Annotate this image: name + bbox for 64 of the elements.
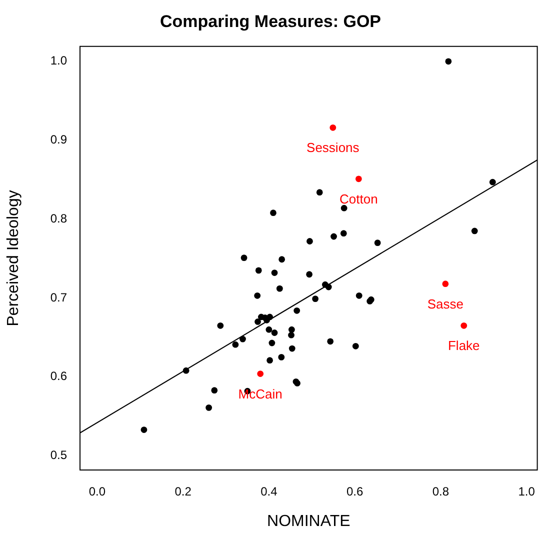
y-axis-title: Perceived Ideology: [5, 190, 22, 326]
x-tick-label: 0.6: [346, 484, 364, 499]
x-tick-label: 0.8: [432, 484, 450, 499]
point: [325, 284, 332, 290]
point: [471, 228, 478, 234]
y-tick-label: 0.7: [50, 290, 68, 304]
annotation: Flake: [448, 338, 480, 354]
x-tick-label: 0.4: [260, 484, 278, 499]
y-tick-label: 0.6: [50, 369, 68, 384]
point: [460, 322, 468, 329]
point: [206, 404, 212, 411]
point: [257, 370, 264, 377]
point: [306, 271, 312, 278]
point: [294, 307, 300, 314]
annotation: McCain: [238, 386, 282, 402]
point: [445, 58, 452, 65]
x-tick-label: 0.0: [88, 484, 106, 499]
annotation: Sasse: [427, 296, 464, 312]
point: [266, 357, 273, 364]
point: [442, 280, 449, 288]
point: [270, 210, 276, 216]
point: [316, 189, 323, 196]
annotation: Sessions: [306, 140, 360, 156]
point: [255, 267, 262, 274]
point: [352, 342, 359, 350]
point: [340, 230, 347, 237]
point: [278, 256, 286, 263]
y-tick-label: 0.5: [50, 448, 68, 462]
point: [276, 285, 283, 292]
point: [217, 322, 224, 329]
point: [211, 387, 218, 394]
point: [140, 426, 148, 433]
point: [271, 270, 278, 276]
y-tick-label: 0.9: [50, 132, 68, 147]
point: [489, 178, 496, 186]
point: [340, 204, 348, 212]
annotation: Cotton: [340, 192, 378, 206]
chart-title: Comparing Measures: GOP: [160, 12, 382, 31]
point: [288, 332, 294, 338]
point: [356, 292, 362, 299]
x-axis-title: NOMINATE: [267, 512, 350, 530]
point: [330, 233, 337, 240]
point: [355, 176, 362, 182]
x-tick-label: 0.2: [174, 484, 192, 499]
point: [288, 326, 295, 333]
point: [182, 367, 190, 374]
point: [266, 326, 272, 333]
point: [240, 336, 246, 342]
point: [271, 330, 278, 336]
point: [306, 238, 313, 244]
point: [288, 345, 296, 352]
point: [232, 341, 239, 348]
point: [268, 340, 276, 346]
point: [330, 124, 336, 131]
point: [327, 338, 334, 345]
y-tick-label: 0.8: [50, 211, 68, 226]
y-tick-label: 1.0: [50, 54, 68, 68]
point: [278, 354, 285, 360]
point: [312, 296, 319, 302]
point: [254, 292, 261, 299]
point: [374, 240, 381, 246]
x-tick-label: 1.0: [518, 484, 536, 499]
point: [240, 254, 248, 262]
point: [254, 318, 261, 325]
